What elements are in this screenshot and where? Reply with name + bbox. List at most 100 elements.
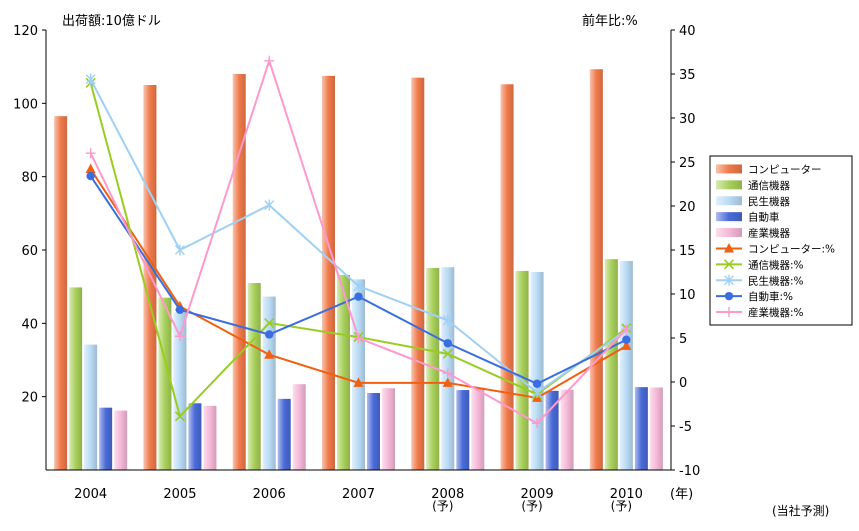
right-tick-label: 10	[679, 288, 696, 303]
left-tick-label: 40	[21, 317, 38, 332]
right-tick-label: -5	[679, 420, 692, 435]
line-point	[442, 348, 453, 359]
line-point	[264, 317, 275, 329]
legend-label: 自動車	[748, 211, 780, 224]
left-axis-title: 出荷額:10億ドル	[62, 13, 161, 29]
right-axis-title: 前年比:%	[582, 13, 638, 29]
line-group	[85, 55, 632, 429]
legend-label: 通信機器	[748, 179, 790, 192]
bar	[367, 393, 380, 470]
legend-label: コンピューター:%	[748, 243, 835, 255]
right-tick-label: 25	[679, 156, 696, 171]
forecast-label: (予)	[611, 499, 632, 513]
legend-marker	[724, 242, 734, 253]
x-tick-label: 2007	[342, 487, 375, 502]
bar	[352, 279, 365, 470]
line-point	[353, 280, 364, 292]
bar	[471, 387, 485, 470]
legend-label: 産業機器	[748, 227, 790, 240]
right-tick-label: 40	[679, 24, 696, 39]
x-tick-label: 2009	[521, 487, 554, 502]
line-point	[442, 368, 453, 379]
bar	[292, 384, 306, 470]
bar	[634, 387, 648, 470]
line-point	[442, 314, 453, 326]
bar	[262, 296, 276, 470]
line-point	[265, 330, 274, 339]
right-tick-label: 35	[679, 68, 696, 83]
bar	[426, 267, 440, 470]
line-point	[442, 377, 453, 387]
bar	[322, 75, 335, 470]
line-point	[264, 55, 275, 66]
legend-label: 通信機器:%	[748, 258, 804, 271]
line-point	[532, 387, 543, 399]
note-text: (当社予測)	[772, 503, 829, 518]
left-tick-label: 100	[13, 97, 38, 112]
bar	[530, 272, 544, 470]
bar	[515, 270, 529, 470]
line-point	[264, 349, 275, 359]
line-point	[443, 339, 452, 348]
legend-label: コンピューター	[748, 164, 822, 176]
bar	[337, 274, 350, 470]
right-tick-label: -10	[679, 464, 700, 479]
line-point	[353, 333, 364, 343]
bar	[247, 283, 261, 470]
line-point	[621, 324, 632, 335]
legend-label: 自動車:%	[748, 290, 793, 303]
left-tick-label: 120	[13, 24, 38, 39]
left-tick-label: 80	[21, 171, 38, 186]
bar	[173, 312, 187, 470]
legend-swatch	[716, 180, 742, 190]
bar	[158, 297, 172, 470]
line-point	[353, 377, 364, 387]
bar	[411, 77, 425, 471]
bar	[277, 398, 291, 470]
right-tick-label: 20	[679, 200, 696, 215]
bar	[69, 287, 83, 470]
axes: 20 40 60 80 100 120 -10 -5 0 5 10 15 20 25 30 35 40 2004 2…	[13, 24, 700, 513]
line-point	[86, 171, 95, 181]
legend-label: 産業機器:%	[748, 306, 804, 319]
forecast-label: (予)	[521, 499, 542, 513]
bar	[382, 388, 395, 470]
line-point	[622, 335, 631, 344]
bar	[649, 387, 663, 470]
left-tick-label: 20	[21, 391, 38, 406]
line-point	[532, 418, 543, 429]
legend-swatch	[716, 212, 742, 222]
bar	[589, 69, 603, 470]
x-tick-label: 2010	[610, 487, 643, 502]
x-tick-label: 2004	[74, 487, 107, 502]
line-point	[175, 305, 185, 315]
x-tick-label: 2008	[431, 487, 464, 502]
forecast-label: (予)	[432, 499, 453, 513]
line-point	[85, 163, 96, 174]
legend-marker	[724, 274, 734, 286]
bar	[232, 74, 246, 470]
x-axis-unit: (年)	[670, 487, 693, 502]
right-tick-label: 30	[679, 112, 696, 127]
right-tick-label: 0	[679, 376, 687, 391]
line-point	[85, 148, 96, 159]
legend-marker	[724, 291, 734, 301]
x-tick-label: 2005	[163, 487, 196, 502]
line-point	[621, 340, 632, 350]
legend-label: 民生機器	[748, 195, 790, 208]
legend-marker	[724, 307, 734, 318]
legend-swatch	[716, 196, 742, 206]
bar	[560, 389, 574, 470]
x-tick-label: 2006	[253, 487, 286, 502]
legend-swatch	[716, 228, 742, 238]
bar-group	[54, 69, 663, 471]
right-tick-label: 15	[679, 244, 696, 259]
bar	[604, 259, 618, 470]
line-point	[174, 411, 185, 422]
bar	[619, 261, 633, 470]
bar	[114, 410, 128, 470]
bar	[456, 390, 470, 470]
